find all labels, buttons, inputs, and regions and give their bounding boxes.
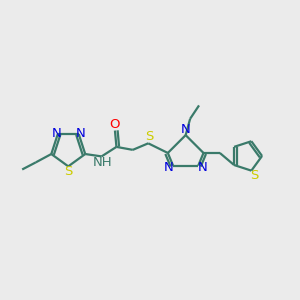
Text: S: S xyxy=(250,169,259,182)
Text: N: N xyxy=(181,123,190,136)
Text: N: N xyxy=(51,127,61,140)
Text: N: N xyxy=(75,127,85,140)
Text: NH: NH xyxy=(93,156,113,170)
Text: N: N xyxy=(198,160,208,174)
Text: O: O xyxy=(110,118,120,131)
Text: S: S xyxy=(145,130,153,143)
Text: N: N xyxy=(164,160,173,174)
Text: S: S xyxy=(64,165,73,178)
